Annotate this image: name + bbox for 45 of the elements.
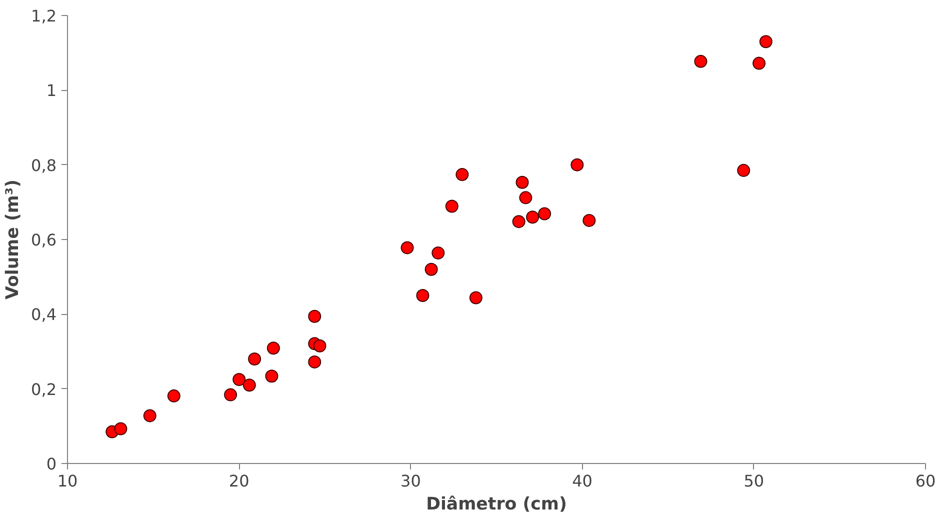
point <box>416 289 430 302</box>
point <box>759 35 772 48</box>
point <box>308 310 322 323</box>
point <box>114 422 128 436</box>
point <box>313 339 326 352</box>
point <box>737 164 750 177</box>
point <box>456 168 469 182</box>
point <box>265 370 278 383</box>
point <box>167 389 180 402</box>
point <box>519 191 532 204</box>
point <box>512 215 526 228</box>
point <box>445 200 458 213</box>
x-tick-label: 30 <box>400 472 421 490</box>
x-tick-label: 60 <box>915 472 936 490</box>
point <box>526 210 540 224</box>
point <box>516 176 529 189</box>
point <box>266 342 280 355</box>
y-tick-label: 0 <box>46 454 57 474</box>
x-tick-label: 10 <box>57 472 78 490</box>
point <box>424 262 438 276</box>
y-axis-title: Volume (m³) <box>3 180 24 300</box>
point <box>224 388 238 402</box>
y-tick-label: 1,2 <box>31 6 57 26</box>
point <box>752 56 766 70</box>
y-tick-label: 1 <box>46 81 57 100</box>
point <box>248 352 262 366</box>
point <box>143 409 156 422</box>
point <box>308 355 322 368</box>
y-tick-label: 0,6 <box>31 230 57 250</box>
point <box>432 246 445 260</box>
point <box>469 291 482 304</box>
x-tick-label: 40 <box>572 472 592 490</box>
x-tick-label: 50 <box>744 472 764 490</box>
point <box>570 158 584 172</box>
y-tick-label: 0,4 <box>31 305 57 324</box>
point <box>400 241 414 254</box>
x-tick-label: 20 <box>228 472 250 490</box>
point <box>694 54 708 68</box>
point <box>232 373 246 386</box>
point <box>538 207 552 220</box>
x-axis-title: Diâmetro (cm) <box>426 494 567 514</box>
point <box>242 378 256 392</box>
y-tick-label: 0,8 <box>31 156 57 175</box>
point <box>582 214 596 227</box>
y-tick-label: 0,2 <box>31 380 57 399</box>
